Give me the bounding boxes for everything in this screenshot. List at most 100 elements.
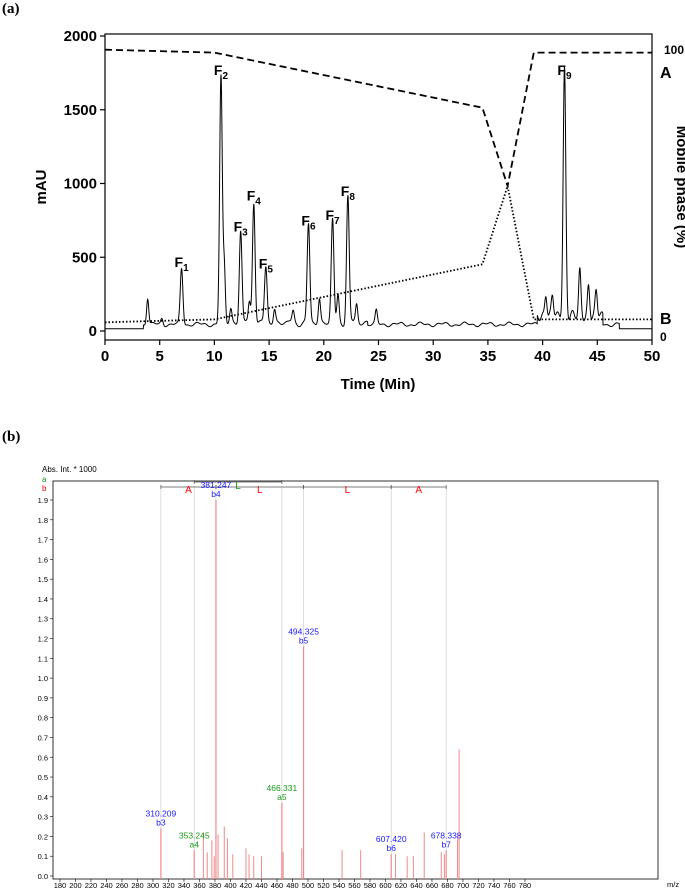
mobile-phase-a-label: A <box>660 65 672 82</box>
ms-x-tick-label: 300 <box>147 881 160 889</box>
sequence-residue-a: A <box>185 485 192 496</box>
ms-peak-ion-label: b6 <box>386 843 396 853</box>
ms-x-tick-label: 560 <box>348 881 361 889</box>
ms-y-tick-label: 1.8 <box>38 516 48 525</box>
peak-label-f4: F4 <box>247 188 262 208</box>
peak-label-f7: F7 <box>325 207 340 227</box>
x-tick-label: 40 <box>534 348 551 365</box>
ms-x-tick-label: 700 <box>457 881 470 889</box>
sequence-residue-a: A <box>415 485 422 496</box>
panel-b-label: (b) <box>2 429 20 445</box>
x-tick-label: 50 <box>644 348 661 365</box>
x-tick-label: 30 <box>425 348 442 365</box>
peak-label-f5: F5 <box>259 255 274 275</box>
ms-peak-ion-label: a4 <box>190 839 200 849</box>
ms-x-tick-label: 500 <box>302 881 315 889</box>
x-tick-label: 0 <box>101 348 109 365</box>
ms-x-tick-label: 340 <box>178 881 191 889</box>
y-tick-label: 0 <box>89 323 97 340</box>
ms-x-tick-label: 660 <box>426 881 439 889</box>
peak-label-f1: F1 <box>175 254 190 274</box>
ms-x-tick-label: 440 <box>255 881 268 889</box>
ms-x-tick-label: 620 <box>395 881 408 889</box>
ms-x-tick-label: 200 <box>69 881 82 889</box>
mobile-phase-b-label: B <box>660 311 672 328</box>
ms-y-tick-label: 1.0 <box>38 674 48 683</box>
x-tick-label: 25 <box>370 348 387 365</box>
ms-peak-mz-label: 678.338 <box>431 830 462 840</box>
ms-y-tick-label: 0.7 <box>38 733 48 742</box>
ms-x-tick-label: 260 <box>116 881 129 889</box>
ms-y-tick-label: 1.5 <box>38 575 48 584</box>
chromatogram-xlabel: Time (Min) <box>341 376 416 393</box>
ms-y-tick-label: 0.6 <box>38 753 48 762</box>
x-tick-label: 20 <box>315 348 332 365</box>
ms-xlabel: m/z <box>667 880 679 889</box>
ms-peak-ion-label: b3 <box>156 818 166 828</box>
ms-peak-ion-label: b5 <box>299 635 309 645</box>
sequence-residue-l: L <box>345 485 351 496</box>
sequence-residue-l: L <box>257 485 263 496</box>
ms-peak-ion-label: a5 <box>277 792 287 802</box>
ms-legend-a: a <box>42 475 47 484</box>
ms-peak-mz-label: 381.247 <box>201 480 232 490</box>
ms-x-tick-label: 680 <box>441 881 454 889</box>
ms-x-tick-label: 640 <box>410 881 423 889</box>
ms-peak-mz-label: 494.325 <box>288 626 319 636</box>
ms-y-tick-label: 0.0 <box>38 872 48 881</box>
y-tick-label: 500 <box>72 249 97 266</box>
chromatogram-ylabel: mAU <box>33 169 50 204</box>
ms-x-tick-label: 460 <box>271 881 284 889</box>
ms-y-tick-label: 0.1 <box>38 852 48 861</box>
mobile-phase-b-line <box>104 185 652 324</box>
ms-x-tick-label: 580 <box>364 881 377 889</box>
ms-legend-b: b <box>42 484 47 493</box>
ms-x-tick-label: 380 <box>209 881 222 889</box>
ms-peak-ion-label: b4 <box>211 489 221 499</box>
sequence-residue-l: L <box>235 481 241 492</box>
ms-y-tick-label: 1.9 <box>38 496 48 505</box>
peak-label-f8: F8 <box>341 183 356 203</box>
y2-bottom-tick: 0 <box>660 330 667 344</box>
x-tick-label: 45 <box>589 348 606 365</box>
ms-x-tick-label: 760 <box>503 881 516 889</box>
ms-x-tick-label: 220 <box>85 881 98 889</box>
ms-plot-frame <box>52 480 659 880</box>
ms-spectrum-chart: Abs. Int. * 1000 a b m/z 180 200 220 240 260… <box>38 465 680 889</box>
chromatogram-trace <box>105 65 652 330</box>
x-tick-label: 35 <box>480 348 497 365</box>
ms-y-tick-label: 0.2 <box>38 832 48 841</box>
ms-y-tick-label: 0.3 <box>38 813 48 822</box>
ms-y-tick-label: 1.1 <box>38 654 48 663</box>
ms-x-tick-label: 520 <box>317 881 330 889</box>
ms-y-tick-label: 0.4 <box>38 793 48 802</box>
ms-peak-mz-label: 310.209 <box>146 809 177 819</box>
panel-a-label: (a) <box>2 1 20 17</box>
y2-top-tick: 100 <box>664 43 684 57</box>
peak-label-f9: F9 <box>557 62 572 82</box>
ms-y-tick-label: 1.6 <box>38 555 48 564</box>
ms-y-tick-label: 1.7 <box>38 536 48 545</box>
peak-label-f2: F2 <box>214 62 229 82</box>
ms-peak-mz-label: 353.245 <box>179 830 210 840</box>
y-tick-label: 1500 <box>64 102 97 119</box>
ms-x-tick-label: 280 <box>131 881 144 889</box>
ms-x-tick-label: 720 <box>472 881 485 889</box>
ms-x-tick-label: 400 <box>224 881 237 889</box>
ms-peak-mz-label: 607.420 <box>376 834 407 844</box>
peak-label-f6: F6 <box>301 213 316 233</box>
ms-y-tick-label: 1.2 <box>38 635 48 644</box>
x-tick-label: 5 <box>156 348 164 365</box>
ms-x-tick-label: 480 <box>286 881 299 889</box>
ms-x-tick-label: 600 <box>379 881 392 889</box>
peak-label-f3: F3 <box>234 219 249 239</box>
ms-peak-mz-label: 466.331 <box>267 783 298 793</box>
ms-x-tick-label: 180 <box>54 881 67 889</box>
ms-y-tick-label: 0.9 <box>38 694 48 703</box>
y-tick-label: 2000 <box>64 28 97 45</box>
ms-x-tick-label: 740 <box>488 881 501 889</box>
ms-title: Abs. Int. * 1000 <box>42 465 97 474</box>
ms-peak-ion-label: b7 <box>441 839 451 849</box>
ms-x-tick-label: 240 <box>100 881 113 889</box>
